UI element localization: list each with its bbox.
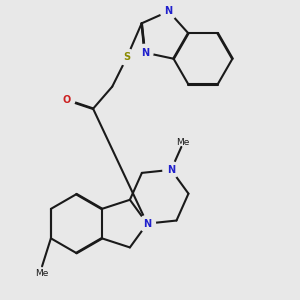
Circle shape	[119, 49, 135, 65]
Text: Me: Me	[35, 269, 49, 278]
Text: N: N	[164, 6, 172, 16]
Text: N: N	[143, 219, 151, 229]
Text: Me: Me	[176, 138, 190, 147]
Circle shape	[163, 162, 179, 178]
Text: N: N	[141, 48, 149, 58]
Circle shape	[139, 215, 155, 232]
Circle shape	[160, 3, 177, 20]
Text: O: O	[62, 95, 71, 105]
Circle shape	[58, 92, 75, 108]
Text: S: S	[123, 52, 130, 62]
Circle shape	[136, 44, 153, 61]
Text: N: N	[167, 165, 175, 175]
